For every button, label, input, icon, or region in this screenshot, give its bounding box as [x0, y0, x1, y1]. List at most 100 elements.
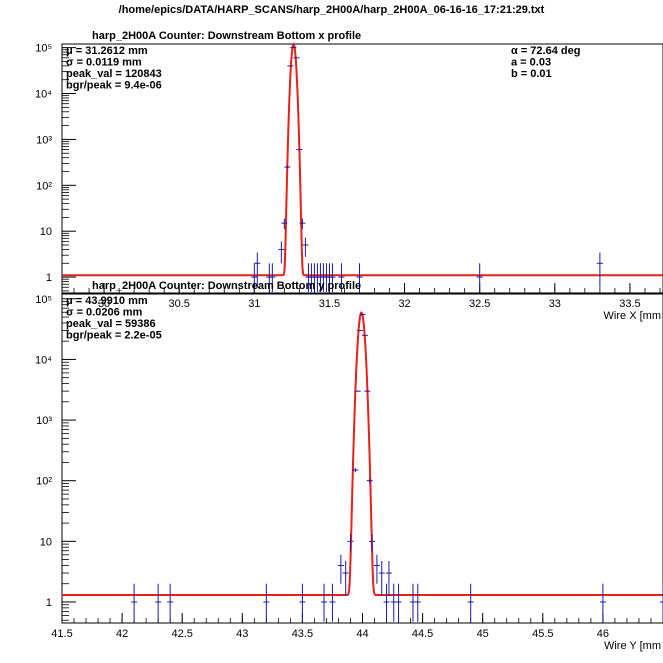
data-point: [414, 583, 421, 622]
data-point: [395, 583, 402, 622]
page-title: /home/epics/DATA/HARP_SCANS/harp_2H00A/h…: [118, 4, 545, 16]
y-tick-label: 1: [46, 597, 52, 609]
data-point: [269, 263, 276, 293]
data-point: [299, 218, 306, 230]
fit-curve: [62, 311, 663, 597]
data-point: [390, 583, 397, 622]
data-point: [476, 263, 483, 293]
data-point: [338, 263, 345, 293]
chart-panel-2: harp_2H00A Counter: Downstream Bottom y …: [35, 280, 663, 652]
plot-frame: [61, 293, 663, 624]
stats-line: bgr/peak = 9.4e-06: [66, 80, 162, 92]
data-point: [383, 583, 390, 622]
x-tick-label: 30.5: [168, 298, 189, 310]
y-tick-label: 10⁴: [35, 354, 52, 366]
y-tick-label: 1: [46, 272, 52, 284]
data-point: [321, 583, 328, 622]
data-point: [356, 263, 363, 293]
x-tick-label: 41.5: [51, 628, 72, 640]
y-tick-label: 10²: [36, 476, 52, 488]
x-axis-label: Wire Y [mm: [604, 640, 661, 652]
data-point: [284, 165, 291, 169]
data-point: [337, 554, 344, 584]
x-tick-label: 45.5: [532, 628, 553, 640]
data-point: [467, 583, 474, 622]
data-point: [366, 478, 373, 484]
x-tick-label: 33.5: [619, 298, 640, 310]
x-tick-label: 32.5: [469, 298, 490, 310]
stats-line: peak_val = 59386: [66, 318, 156, 330]
data-point: [352, 467, 359, 473]
data-point: [254, 252, 261, 288]
y-tick-label: 10³: [36, 415, 52, 427]
data-point: [281, 218, 288, 230]
data-point: [347, 534, 354, 552]
y-tick-label: 10⁴: [35, 89, 52, 101]
stats-line: σ = 0.0119 mm: [66, 57, 142, 69]
chart-panel-1: harp_2H00A Counter: Downstream Bottom x …: [35, 30, 663, 322]
data-point: [660, 583, 663, 622]
chart-title: harp_2H00A Counter: Downstream Bottom x …: [92, 30, 361, 42]
x-tick-label: 31: [248, 298, 260, 310]
y-axis: 1 10 10² 10³ 10⁴ 10⁵: [35, 294, 76, 621]
x-tick-label: 30: [98, 298, 110, 310]
x-tick-label: 44.5: [412, 628, 433, 640]
x-tick-label: 43.5: [292, 628, 313, 640]
x-tick-label: 33: [549, 298, 561, 310]
data-point: [329, 263, 336, 293]
stats-line: μ = 43.9910 mm: [66, 295, 148, 307]
y-tick-label: 10: [40, 226, 52, 238]
data-point: [155, 583, 162, 622]
data-point: [167, 583, 174, 622]
data-point: [302, 237, 309, 257]
plot-frame: [61, 43, 663, 294]
param-line: b = 0.01: [511, 68, 552, 80]
fit-curve: [62, 42, 663, 277]
data-point: [278, 241, 285, 264]
x-tick-label: 44: [356, 628, 368, 640]
x-tick-label: 46: [597, 628, 609, 640]
data-point: [596, 252, 603, 288]
data-points: [131, 314, 663, 622]
x-tick-label: 31.5: [319, 298, 340, 310]
data-point: [385, 561, 392, 596]
data-point: [263, 583, 270, 622]
y-tick-label: 10: [40, 536, 52, 548]
y-tick-label: 10²: [36, 180, 52, 192]
data-point: [409, 583, 416, 622]
data-point: [599, 583, 606, 622]
data-point: [364, 390, 371, 392]
x-tick-label: 42: [116, 628, 128, 640]
data-point: [369, 534, 376, 552]
data-point: [329, 583, 336, 622]
data-point: [299, 583, 306, 622]
x-tick-label: 42.5: [171, 628, 192, 640]
x-tick-label: 45: [477, 628, 489, 640]
stats-line: σ = 0.0206 mm: [66, 307, 143, 319]
chart-title: harp_2H00A Counter: Downstream Bottom y …: [92, 280, 361, 292]
data-point: [378, 561, 385, 596]
y-tick-label: 10³: [36, 134, 52, 146]
y-tick-label: 10⁵: [35, 43, 52, 55]
stats-line: μ = 31.2612 mm: [66, 45, 148, 57]
y-axis: 1 10 10² 10³ 10⁴ 10⁵: [35, 43, 76, 292]
stats-line: peak_val = 120843: [66, 68, 162, 80]
stats-line: bgr/peak = 2.2e-05: [66, 330, 162, 342]
data-point: [296, 148, 303, 151]
data-point: [251, 263, 258, 293]
data-point: [373, 554, 380, 584]
x-tick-label: 43: [236, 628, 248, 640]
y-tick-label: 10⁵: [35, 294, 52, 306]
param-line: a = 0.03: [511, 57, 551, 69]
data-point: [131, 583, 138, 622]
data-point: [354, 390, 361, 392]
x-axis-label: Wire X [mm: [604, 310, 661, 322]
data-points: [251, 47, 603, 293]
param-line: α = 72.64 deg: [511, 45, 580, 57]
